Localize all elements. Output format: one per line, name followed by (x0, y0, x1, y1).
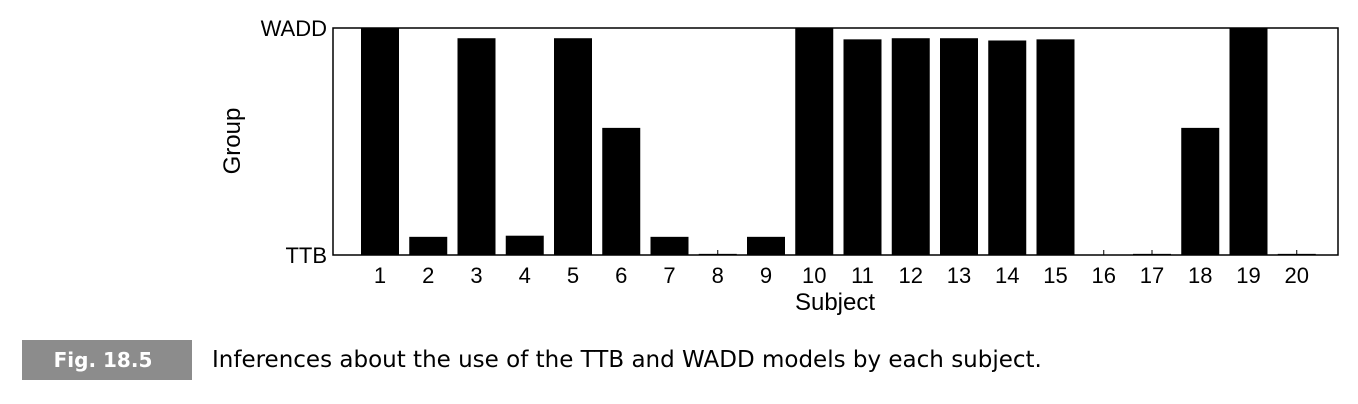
bar-subject-2 (409, 236, 448, 255)
chart: 1 2 3 4 5 6 7 8 9 10 11 12 13 14 15 16 17 18 19 20 TTBWADD … (219, 16, 1339, 316)
x-tick-label: 19 (1236, 263, 1260, 288)
bar-subject-12 (891, 38, 930, 255)
x-tick-label: 10 (802, 263, 826, 288)
plot-area-frame (332, 27, 1339, 256)
x-tick-label: 3 (470, 263, 482, 288)
bar-subject-13 (940, 38, 978, 255)
bar-subject-19 (1229, 28, 1268, 255)
x-tick-label: 1 (374, 263, 386, 288)
bar-subject-3 (457, 38, 496, 255)
x-tick-label: 15 (1043, 263, 1067, 288)
bars (361, 28, 1316, 255)
x-tick-label: 7 (663, 263, 675, 288)
y-tick-label-wadd: WADD (261, 16, 327, 41)
x-tick-label: 12 (899, 263, 923, 288)
x-tick-label: 11 (851, 263, 874, 288)
bar-subject-1 (361, 28, 399, 255)
x-tick-label: 5 (567, 263, 579, 288)
x-tick-label: 8 (712, 263, 724, 288)
x-tick-label: 16 (1092, 263, 1116, 288)
y-tick-labels: TTB WADD (261, 16, 339, 268)
bar-subject-6 (602, 127, 641, 255)
bar-subject-10 (795, 28, 834, 255)
bar-subject-14 (988, 40, 1027, 255)
x-tick-label: 2 (422, 263, 434, 288)
x-tick-label: 6 (615, 263, 627, 288)
x-tick-label: 14 (995, 263, 1019, 288)
bar-subject-5 (554, 38, 592, 255)
x-tick-label: 13 (947, 263, 971, 288)
x-tick-label: 9 (760, 263, 772, 288)
figure-caption: Inferences about the use of the TTB and … (212, 347, 1042, 373)
y-axis-label: Group (219, 108, 246, 175)
figure-label-badge: Fig. 18.5 (22, 340, 192, 380)
bar-subject-9 (747, 236, 785, 255)
x-tick-label: 18 (1188, 263, 1212, 288)
x-tick-label: 4 (519, 263, 531, 288)
bar-subject-18 (1181, 127, 1220, 255)
bar-subject-11 (843, 39, 882, 255)
x-tick-label: 20 (1285, 263, 1309, 288)
x-axis-label: Subject (795, 289, 875, 316)
bar-subject-15 (1036, 39, 1075, 255)
y-tick-label-ttb: TTB (285, 243, 327, 268)
bar-subject-7 (650, 236, 689, 255)
bar-subject-4 (505, 235, 544, 255)
x-tick-labels: 1 2 3 4 5 6 7 8 9 10 11 12 13 14 15 16 17 18 19 20 (374, 250, 1309, 288)
x-tick-label: 17 (1140, 263, 1164, 288)
